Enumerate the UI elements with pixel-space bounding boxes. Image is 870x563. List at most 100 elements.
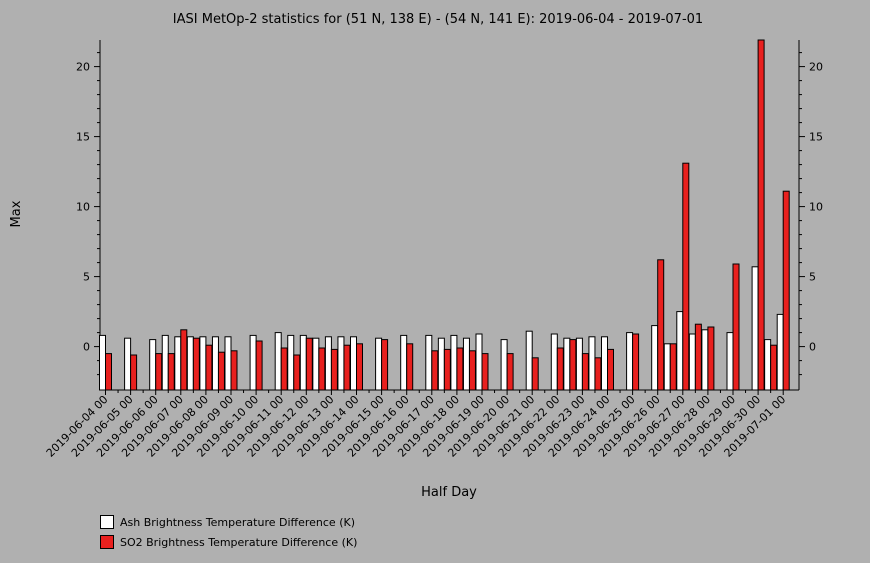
bar-ash [550, 333, 558, 391]
bar-so2 [431, 350, 439, 391]
bar-so2 [581, 353, 589, 391]
bar-so2 [456, 347, 464, 391]
bar-so2 [782, 190, 790, 391]
bar-so2 [569, 339, 577, 391]
y-tick-label-right: 10 [809, 201, 823, 214]
bar-so2 [180, 329, 188, 391]
bar-ash [274, 332, 282, 391]
bar-ash [751, 266, 759, 391]
legend-item-ash: Ash Brightness Temperature Difference (K… [100, 512, 357, 532]
bar-ash [776, 313, 784, 391]
bar-ash [337, 336, 345, 391]
bar-ash [764, 339, 772, 391]
bar-so2 [217, 351, 225, 391]
chart-title: IASI MetOp-2 statistics for (51 N, 138 E… [173, 12, 703, 27]
bar-so2 [594, 357, 602, 391]
bar-so2 [280, 347, 288, 391]
bar-ash [375, 337, 383, 391]
bar-ash [99, 334, 106, 391]
y-tick-label-left: 5 [83, 271, 90, 284]
bar-ash [249, 334, 257, 391]
bar-ash [651, 325, 659, 391]
bar-so2 [130, 354, 138, 391]
bar-so2 [406, 343, 414, 391]
y-axis-label: Max [9, 200, 24, 227]
bar-so2 [230, 350, 238, 391]
bar-so2 [293, 354, 301, 391]
legend-item-so2: SO2 Brightness Temperature Difference (K… [100, 532, 357, 552]
y-tick-label-right: 5 [809, 271, 816, 284]
bar-ash [350, 336, 357, 391]
bar-so2 [318, 347, 326, 391]
bar-so2 [155, 353, 163, 391]
bar-ash [676, 311, 684, 391]
bar-ash [588, 336, 596, 391]
bar-ash [400, 334, 408, 391]
y-tick-label-right: 20 [809, 61, 823, 74]
bar-so2 [481, 353, 489, 391]
legend-swatch-so2 [100, 535, 114, 549]
y-tick-label-left: 0 [83, 341, 90, 354]
legend: Ash Brightness Temperature Difference (K… [100, 512, 357, 552]
bar-so2 [657, 259, 665, 391]
bar-ash [500, 339, 508, 391]
x-axis-label: Half Day [421, 485, 477, 500]
bar-ash [563, 337, 571, 391]
bar-ash [299, 334, 307, 391]
bar-ash [726, 332, 734, 391]
bar-so2 [694, 323, 702, 391]
bar-so2 [531, 357, 539, 391]
bar-ash [701, 329, 709, 391]
bar-ash [437, 337, 445, 391]
bar-ash [462, 337, 470, 391]
bar-so2 [381, 339, 389, 391]
bar-ash [475, 333, 483, 391]
bar-ash [199, 336, 207, 391]
bar-so2 [468, 350, 476, 391]
bar-so2 [732, 263, 740, 391]
bar-ash [224, 336, 232, 391]
bar-ash [575, 337, 583, 391]
bar-so2 [770, 344, 778, 391]
bar-ash [626, 332, 634, 391]
bar-ash [211, 336, 219, 391]
bar-so2 [255, 340, 263, 391]
bar-so2 [506, 353, 514, 391]
y-tick-label-right: 0 [809, 341, 816, 354]
y-tick-label-left: 20 [76, 61, 90, 74]
bar-so2 [205, 344, 213, 391]
bar-ash [124, 337, 132, 391]
legend-swatch-ash [100, 515, 114, 529]
bar-ash [287, 334, 295, 391]
bar-so2 [105, 353, 112, 391]
bar-so2 [443, 348, 451, 391]
bar-ash [312, 337, 320, 391]
y-tick-label-right: 15 [809, 131, 823, 144]
bar-so2 [305, 337, 313, 391]
bar-ash [525, 330, 533, 391]
y-tick-label-left: 15 [76, 131, 90, 144]
bar-so2 [343, 344, 351, 391]
bar-so2 [330, 348, 338, 391]
bar-so2 [556, 347, 564, 391]
legend-label-ash: Ash Brightness Temperature Difference (K… [120, 515, 355, 529]
bar-so2 [632, 333, 640, 391]
bar-ash [186, 336, 194, 391]
bar-ash [149, 339, 157, 391]
bar-ash [174, 336, 182, 391]
legend-label-so2: SO2 Brightness Temperature Difference (K… [120, 535, 358, 549]
bar-so2 [356, 343, 363, 391]
bar-so2 [192, 337, 200, 391]
bar-ash [161, 334, 169, 391]
bar-ash [688, 333, 696, 391]
bar-so2 [607, 348, 614, 391]
bar-ash [601, 336, 608, 391]
bar-ash [324, 336, 332, 391]
bar-so2 [669, 343, 677, 391]
bar-ash [425, 334, 433, 391]
bar-so2 [757, 39, 765, 391]
bar-ash [450, 334, 458, 391]
bar-so2 [707, 326, 715, 391]
